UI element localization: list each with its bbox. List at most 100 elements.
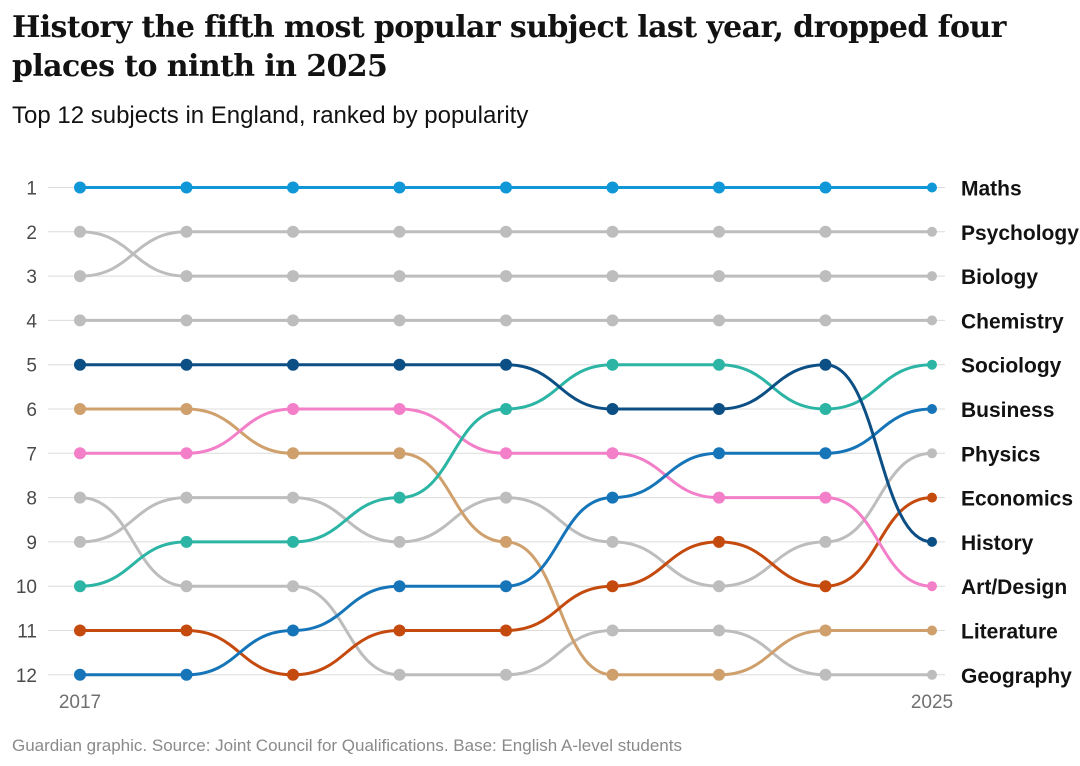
point-maths (819, 181, 832, 194)
point-chemistry (713, 314, 725, 327)
point-chemistry (287, 314, 299, 327)
point-business (287, 624, 299, 637)
point-geography (180, 580, 193, 593)
point-maths (606, 181, 619, 194)
point-art-design (500, 447, 512, 460)
point-psychology (287, 225, 299, 238)
point-literature (287, 447, 299, 460)
point-maths (180, 181, 193, 194)
y-tick-label: 10 (16, 577, 37, 598)
point-art-design (713, 491, 725, 504)
point-business (393, 580, 406, 593)
point-literature (393, 447, 406, 460)
subject-label: Sociology (961, 355, 1062, 378)
point-chemistry (500, 314, 512, 327)
subject-label: History (961, 532, 1034, 555)
series-lines (78, 185, 934, 677)
point-physics (500, 491, 512, 504)
point-psychology (606, 225, 619, 238)
point-art-design (606, 447, 619, 460)
point-physics (819, 535, 832, 548)
point-sociology (819, 403, 832, 415)
series-line-physics (78, 451, 934, 588)
subject-label: Geography (961, 665, 1072, 688)
subject-label: Maths (961, 178, 1022, 201)
x-tick-label: 2025 (911, 692, 953, 713)
point-physics (713, 580, 725, 593)
y-tick-label: 8 (26, 489, 37, 510)
point-geography (606, 624, 619, 637)
point-maths (927, 182, 937, 193)
point-biology (927, 271, 937, 282)
point-psychology (393, 225, 406, 238)
series-line-psychology (78, 230, 934, 278)
point-physics (180, 491, 193, 504)
subject-label: Literature (961, 621, 1058, 644)
point-geography (819, 668, 832, 681)
point-geography (393, 668, 406, 681)
series-line-biology (78, 230, 934, 278)
subject-label: Economics (961, 488, 1073, 511)
point-history (713, 403, 725, 415)
point-art-design (927, 581, 937, 592)
point-sociology (500, 403, 512, 415)
point-sociology (606, 358, 619, 371)
point-biology (606, 270, 619, 283)
point-biology (500, 270, 512, 283)
point-art-design (819, 491, 832, 504)
point-history (500, 358, 512, 371)
subject-label: Chemistry (961, 310, 1064, 333)
point-physics (927, 448, 937, 459)
point-chemistry (74, 314, 86, 327)
point-sociology (287, 535, 299, 548)
point-chemistry (180, 314, 193, 327)
point-art-design (393, 403, 406, 415)
chart-subtitle: Top 12 subjects in England, ranked by po… (12, 102, 529, 129)
point-sociology (74, 580, 86, 593)
point-physics (606, 535, 619, 548)
point-psychology (713, 225, 725, 238)
point-sociology (180, 535, 193, 548)
y-tick-label: 3 (26, 267, 37, 288)
subject-label: Physics (961, 443, 1040, 466)
point-economics (500, 624, 512, 637)
subject-labels: Maths Psychology Biology Chemistry Sociology… (961, 178, 1079, 688)
y-tick-label: 11 (17, 622, 37, 643)
point-history (606, 403, 619, 415)
y-tick-label: 5 (26, 356, 37, 377)
point-geography (713, 624, 725, 637)
point-literature (927, 625, 937, 636)
point-biology (180, 270, 193, 283)
point-sociology (927, 359, 937, 370)
x-axis-ticks: 2017 2025 (59, 692, 953, 713)
point-business (180, 668, 193, 681)
point-sociology (393, 491, 406, 504)
y-tick-label: 2 (26, 223, 37, 244)
point-physics (393, 535, 406, 548)
point-geography (74, 491, 86, 504)
point-maths (713, 181, 725, 194)
point-literature (819, 624, 832, 637)
point-maths (500, 181, 512, 194)
point-history (819, 358, 832, 371)
point-physics (287, 491, 299, 504)
point-history (927, 536, 937, 547)
point-maths (393, 181, 406, 194)
point-business (819, 447, 832, 460)
point-history (393, 358, 406, 371)
point-biology (819, 270, 832, 283)
point-biology (713, 270, 725, 283)
point-chemistry (606, 314, 619, 327)
y-tick-label: 12 (16, 666, 37, 687)
y-tick-label: 1 (26, 179, 37, 200)
point-geography (500, 668, 512, 681)
point-business (927, 404, 937, 414)
point-psychology (500, 225, 512, 238)
subject-label: Business (961, 399, 1054, 422)
point-economics (713, 535, 725, 548)
point-biology (74, 225, 86, 238)
point-literature (180, 403, 193, 415)
point-economics (606, 580, 619, 593)
point-business (500, 580, 512, 593)
